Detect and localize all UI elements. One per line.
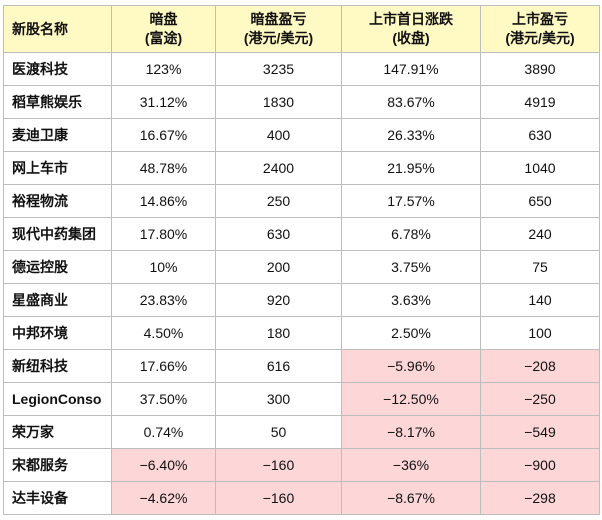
day1-pl-cell: 4919 (480, 85, 600, 119)
dark-pl-cell: −160 (215, 448, 342, 482)
day1-pl-cell: 650 (480, 184, 600, 218)
dark-market-cell: 123% (111, 52, 216, 86)
dark-market-cell: 31.12% (111, 85, 216, 119)
table-row: 星盛商业 23.83% 920 3.63% 140 (3, 283, 600, 317)
day1-pl-cell: −549 (480, 415, 600, 449)
day1-change-cell: −12.50% (341, 382, 481, 416)
header-day1-change: 上市首日涨跌 (收盘) (341, 5, 481, 53)
dark-pl-cell: 1830 (215, 85, 342, 119)
table-row: 达丰设备 −4.62% −160 −8.67% −298 (3, 481, 600, 515)
table-row: 网上车市 48.78% 2400 21.95% 1040 (3, 151, 600, 185)
day1-pl-cell: 240 (480, 217, 600, 251)
stock-name-cell: 星盛商业 (3, 283, 112, 317)
day1-pl-cell: 1040 (480, 151, 600, 185)
dark-pl-cell: 920 (215, 283, 342, 317)
day1-pl-cell: −900 (480, 448, 600, 482)
stock-name-cell: 裕程物流 (3, 184, 112, 218)
table-row: 稻草熊娱乐 31.12% 1830 83.67% 4919 (3, 85, 600, 119)
dark-market-cell: 17.80% (111, 217, 216, 251)
stock-name-cell: 网上车市 (3, 151, 112, 185)
stock-name-cell: 德运控股 (3, 250, 112, 284)
dark-market-cell: 10% (111, 250, 216, 284)
dark-pl-cell: 3235 (215, 52, 342, 86)
day1-change-cell: −5.96% (341, 349, 481, 383)
dark-pl-cell: 250 (215, 184, 342, 218)
dark-market-cell: 16.67% (111, 118, 216, 152)
table-row: 麦迪卫康 16.67% 400 26.33% 630 (3, 118, 600, 152)
dark-pl-cell: 50 (215, 415, 342, 449)
dark-market-cell: 23.83% (111, 283, 216, 317)
table-row: 现代中药集团 17.80% 630 6.78% 240 (3, 217, 600, 251)
table-row: LegionConso 37.50% 300 −12.50% −250 (3, 382, 600, 416)
day1-change-cell: 17.57% (341, 184, 481, 218)
day1-change-cell: 6.78% (341, 217, 481, 251)
stock-name-cell: 医渡科技 (3, 52, 112, 86)
dark-pl-cell: 616 (215, 349, 342, 383)
table-row: 裕程物流 14.86% 250 17.57% 650 (3, 184, 600, 218)
header-dark-market: 暗盘 (富途) (111, 5, 216, 53)
day1-pl-cell: −250 (480, 382, 600, 416)
day1-pl-cell: 75 (480, 250, 600, 284)
table-row: 德运控股 10% 200 3.75% 75 (3, 250, 600, 284)
dark-pl-cell: 180 (215, 316, 342, 350)
day1-pl-cell: 630 (480, 118, 600, 152)
header-day1-pl: 上市盈亏 (港元/美元) (480, 5, 600, 53)
day1-change-cell: −36% (341, 448, 481, 482)
day1-pl-cell: 140 (480, 283, 600, 317)
stock-name-cell: 麦迪卫康 (3, 118, 112, 152)
stock-name-cell: 现代中药集团 (3, 217, 112, 251)
day1-change-cell: −8.67% (341, 481, 481, 515)
day1-change-cell: −8.17% (341, 415, 481, 449)
day1-change-cell: 3.63% (341, 283, 481, 317)
dark-pl-cell: 300 (215, 382, 342, 416)
stock-name-cell: LegionConso (3, 382, 112, 416)
ipo-performance-table: 新股名称 暗盘 (富途) 暗盘盈亏 (港元/美元) 上市首日涨跌 (收盘) 上市盈亏(… (3, 5, 600, 515)
table-header-row: 新股名称 暗盘 (富途) 暗盘盈亏 (港元/美元) 上市首日涨跌 (收盘) 上市盈亏(… (3, 5, 600, 53)
dark-market-cell: 4.50% (111, 316, 216, 350)
header-dark-pl: 暗盘盈亏 (港元/美元) (215, 5, 342, 53)
day1-change-cell: 21.95% (341, 151, 481, 185)
stock-name-cell: 稻草熊娱乐 (3, 85, 112, 119)
table-row: 新纽科技 17.66% 616 −5.96% −208 (3, 349, 600, 383)
day1-pl-cell: 100 (480, 316, 600, 350)
day1-change-cell: 147.91% (341, 52, 481, 86)
dark-market-cell: 14.86% (111, 184, 216, 218)
dark-pl-cell: 400 (215, 118, 342, 152)
stock-name-cell: 达丰设备 (3, 481, 112, 515)
table-row: 中邦环境 4.50% 180 2.50% 100 (3, 316, 600, 350)
header-stock-name: 新股名称 (3, 5, 112, 53)
stock-name-cell: 荣万家 (3, 415, 112, 449)
dark-pl-cell: 630 (215, 217, 342, 251)
day1-pl-cell: −298 (480, 481, 600, 515)
stock-name-cell: 中邦环境 (3, 316, 112, 350)
dark-market-cell: 0.74% (111, 415, 216, 449)
dark-pl-cell: −160 (215, 481, 342, 515)
table-row: 宋都服务 −6.40% −160 −36% −900 (3, 448, 600, 482)
dark-market-cell: 17.66% (111, 349, 216, 383)
dark-market-cell: 37.50% (111, 382, 216, 416)
table-row: 医渡科技 123% 3235 147.91% 3890 (3, 52, 600, 86)
dark-pl-cell: 200 (215, 250, 342, 284)
day1-change-cell: 26.33% (341, 118, 481, 152)
day1-change-cell: 2.50% (341, 316, 481, 350)
dark-pl-cell: 2400 (215, 151, 342, 185)
table-row: 荣万家 0.74% 50 −8.17% −549 (3, 415, 600, 449)
day1-change-cell: 3.75% (341, 250, 481, 284)
dark-market-cell: −4.62% (111, 481, 216, 515)
dark-market-cell: 48.78% (111, 151, 216, 185)
day1-pl-cell: −208 (480, 349, 600, 383)
ipo-table-container: 新股名称 暗盘 (富途) 暗盘盈亏 (港元/美元) 上市首日涨跌 (收盘) 上市盈亏(… (3, 5, 600, 515)
day1-change-cell: 83.67% (341, 85, 481, 119)
stock-name-cell: 宋都服务 (3, 448, 112, 482)
stock-name-cell: 新纽科技 (3, 349, 112, 383)
dark-market-cell: −6.40% (111, 448, 216, 482)
day1-pl-cell: 3890 (480, 52, 600, 86)
